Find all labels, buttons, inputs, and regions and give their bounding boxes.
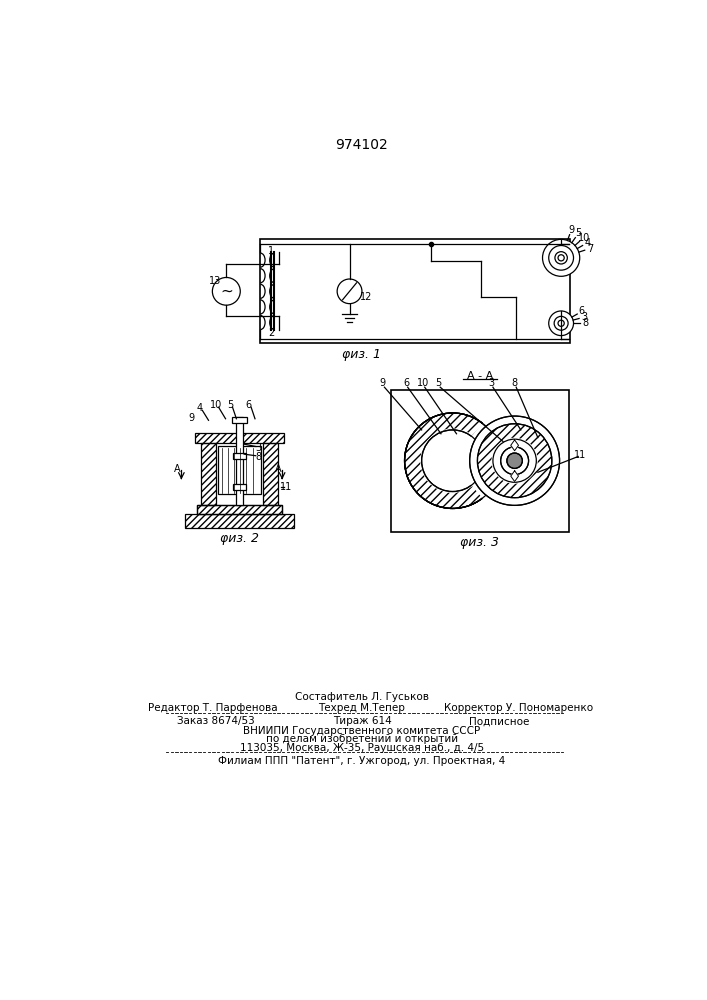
Text: 11: 11: [573, 450, 586, 460]
Bar: [233, 484, 246, 490]
Circle shape: [421, 430, 484, 492]
Text: 7: 7: [587, 244, 593, 254]
Text: Корректор У. Пономаренко: Корректор У. Пономаренко: [444, 703, 593, 713]
Bar: [218, 446, 261, 494]
Text: 9: 9: [380, 378, 386, 388]
Circle shape: [555, 252, 567, 264]
Text: 6: 6: [246, 400, 252, 410]
Text: 5: 5: [436, 378, 442, 388]
Polygon shape: [510, 471, 518, 482]
Circle shape: [549, 246, 573, 270]
Circle shape: [554, 316, 568, 330]
Circle shape: [469, 416, 559, 505]
Text: ВНИИПИ Государственного комитета СССР: ВНИИПИ Государственного комитета СССР: [243, 726, 481, 736]
Circle shape: [558, 255, 564, 261]
Text: Состафитель Л. Гуськов: Состафитель Л. Гуськов: [295, 692, 429, 702]
Text: Редактор Т. Парфенова: Редактор Т. Парфенова: [148, 703, 277, 713]
Text: 4: 4: [196, 403, 202, 413]
Bar: [236, 417, 243, 505]
Text: 3: 3: [581, 312, 588, 322]
Bar: [185, 514, 293, 528]
Text: 6: 6: [579, 306, 585, 316]
Polygon shape: [510, 440, 518, 451]
Bar: [197, 505, 282, 514]
Text: 9: 9: [188, 413, 194, 423]
Text: 2: 2: [268, 328, 274, 338]
Text: ~: ~: [220, 284, 233, 299]
Text: 3: 3: [489, 378, 494, 388]
Bar: [197, 505, 282, 514]
Text: 8: 8: [255, 452, 261, 462]
Bar: [233, 453, 246, 459]
Text: φиз. 1: φиз. 1: [342, 348, 382, 361]
Text: Тираж 614: Тираж 614: [332, 716, 392, 726]
Text: A: A: [275, 464, 281, 474]
Bar: [260, 239, 571, 343]
Circle shape: [549, 311, 573, 336]
Text: 12: 12: [361, 292, 373, 302]
Text: 10: 10: [210, 400, 223, 410]
Text: 974102: 974102: [336, 138, 388, 152]
Circle shape: [501, 447, 529, 475]
Text: 4: 4: [584, 238, 590, 248]
Bar: [263, 443, 279, 505]
Text: 8: 8: [512, 378, 518, 388]
Text: φиз. 2: φиз. 2: [220, 532, 259, 545]
Text: Техред М.Тепер: Техред М.Тепер: [319, 703, 405, 713]
Text: 5: 5: [575, 228, 582, 238]
Bar: [232, 417, 247, 423]
Bar: [391, 389, 569, 532]
Circle shape: [542, 239, 580, 276]
Text: 9: 9: [568, 225, 575, 235]
Text: 5: 5: [227, 400, 233, 410]
Circle shape: [558, 320, 564, 326]
Text: 113035, Москва, Ж-35, Раушская наб., д. 4/5: 113035, Москва, Ж-35, Раушская наб., д. …: [240, 743, 484, 753]
Circle shape: [404, 413, 501, 508]
Text: 13: 13: [209, 276, 221, 286]
Text: φиз. 3: φиз. 3: [460, 536, 499, 549]
Text: по делам изобретений и открытий: по делам изобретений и открытий: [266, 734, 458, 744]
Wedge shape: [472, 424, 501, 497]
Text: 8: 8: [582, 318, 588, 328]
Text: A: A: [174, 464, 181, 474]
Text: 10: 10: [417, 378, 429, 388]
Text: 10: 10: [578, 233, 590, 243]
Bar: [201, 443, 216, 505]
Text: Заказ 8674/53: Заказ 8674/53: [177, 716, 255, 726]
Circle shape: [507, 453, 522, 468]
Text: Подписное: Подписное: [469, 716, 530, 726]
Text: 1: 1: [268, 246, 274, 256]
Text: 3: 3: [255, 443, 261, 453]
Bar: [194, 433, 284, 443]
Circle shape: [493, 439, 537, 482]
Text: Филиам ППП "Патент", г. Ужгород, ул. Проектная, 4: Филиам ППП "Патент", г. Ужгород, ул. Про…: [218, 756, 506, 766]
Text: 11: 11: [280, 482, 292, 492]
Text: 6: 6: [403, 378, 409, 388]
Text: A - A: A - A: [467, 371, 493, 381]
